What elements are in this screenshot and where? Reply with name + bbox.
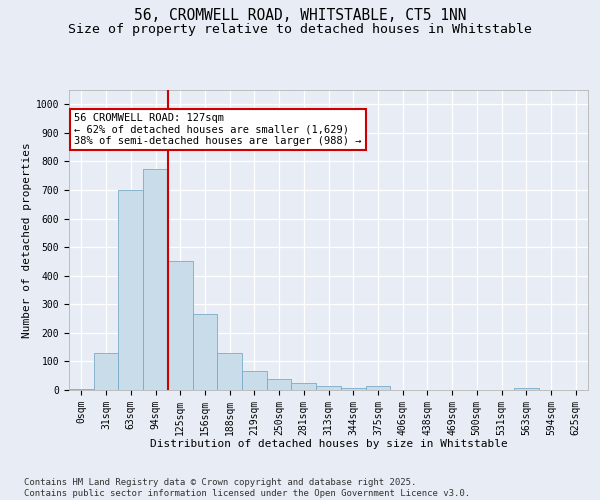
Bar: [514, 388, 539, 390]
Text: 56, CROMWELL ROAD, WHITSTABLE, CT5 1NN: 56, CROMWELL ROAD, WHITSTABLE, CT5 1NN: [134, 8, 466, 22]
Bar: [94, 354, 118, 390]
Bar: [316, 386, 341, 390]
Bar: [341, 388, 365, 390]
X-axis label: Distribution of detached houses by size in Whitstable: Distribution of detached houses by size …: [149, 439, 508, 449]
Bar: [193, 314, 217, 390]
Bar: [118, 190, 143, 390]
Text: Contains HM Land Registry data © Crown copyright and database right 2025.
Contai: Contains HM Land Registry data © Crown c…: [24, 478, 470, 498]
Bar: [292, 383, 316, 390]
Text: 56 CROMWELL ROAD: 127sqm
← 62% of detached houses are smaller (1,629)
38% of sem: 56 CROMWELL ROAD: 127sqm ← 62% of detach…: [74, 113, 361, 146]
Text: Size of property relative to detached houses in Whitstable: Size of property relative to detached ho…: [68, 22, 532, 36]
Bar: [143, 168, 168, 390]
Bar: [365, 386, 390, 390]
Bar: [242, 372, 267, 390]
Bar: [267, 378, 292, 390]
Bar: [217, 353, 242, 390]
Bar: [168, 262, 193, 390]
Y-axis label: Number of detached properties: Number of detached properties: [22, 142, 32, 338]
